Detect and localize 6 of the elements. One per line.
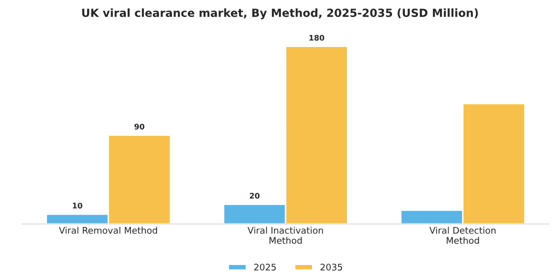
x-tick-label: Viral Inactivation Method xyxy=(248,226,323,244)
chart-title: UK viral clearance market, By Method, 2025-2035 (USD Million) xyxy=(82,8,478,20)
x-tick-label: Viral Removal Method xyxy=(58,226,158,234)
legend-label: 2035 xyxy=(320,264,342,271)
x-tick-label: Viral Detection Method xyxy=(429,226,496,244)
legend-label: 2025 xyxy=(254,264,276,271)
